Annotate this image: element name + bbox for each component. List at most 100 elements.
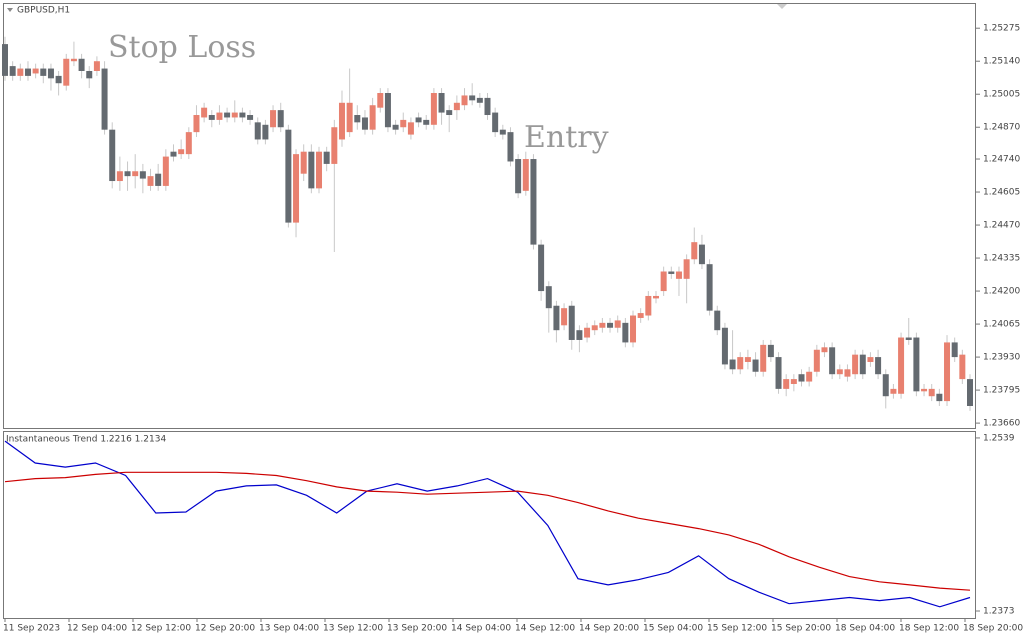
candle-body <box>760 344 767 372</box>
x-tick-label: 11 Sep 2023 <box>3 624 60 634</box>
candle-body <box>63 58 70 86</box>
candle-body <box>936 393 943 402</box>
candle-body <box>254 122 261 140</box>
candle-body <box>721 327 728 365</box>
x-tick-label: 15 Sep 04:00 <box>643 624 703 634</box>
candle-body <box>369 105 376 130</box>
candle-body <box>285 129 292 223</box>
candle-body <box>706 264 713 311</box>
candle-body <box>775 357 782 389</box>
candle-body <box>24 68 31 76</box>
candle-body <box>561 308 568 326</box>
candle-body <box>430 93 437 125</box>
candle-body <box>55 75 62 84</box>
candle-body <box>270 110 277 128</box>
candle-body <box>790 379 797 384</box>
y-tick-label: 1.25005 <box>983 90 1020 100</box>
candle-body <box>599 322 606 328</box>
menu-arrow[interactable] <box>7 8 13 12</box>
candle-body <box>446 110 453 116</box>
candle-body <box>844 369 851 377</box>
candle-body <box>78 58 85 71</box>
candle-body <box>338 102 345 140</box>
candle-body <box>652 295 659 299</box>
candle-body <box>522 159 529 191</box>
candle-body <box>921 388 928 392</box>
candle-body <box>767 344 774 358</box>
annotation: Stop Loss <box>108 30 256 65</box>
candle-body <box>231 112 238 118</box>
y-tick-label: 1.2539 <box>983 433 1015 443</box>
y-tick-label: 1.24605 <box>983 188 1020 198</box>
candle-body <box>591 325 598 331</box>
x-tick-label: 12 Sep 20:00 <box>195 624 255 634</box>
candle-body <box>944 342 951 402</box>
candle-body <box>109 129 116 182</box>
candle-body <box>675 271 682 279</box>
indicator-line <box>4 440 971 608</box>
candle-body <box>300 151 307 174</box>
candle-body <box>691 242 698 260</box>
candle-body <box>859 354 866 375</box>
candle-body <box>607 322 614 328</box>
x-tick-label: 13 Sep 12:00 <box>323 624 383 634</box>
candle-body <box>668 271 675 274</box>
candle-body <box>637 313 644 318</box>
candle-body <box>32 68 39 74</box>
candle-body <box>132 171 139 177</box>
y-tick-label: 1.24065 <box>983 320 1020 330</box>
x-tick-label: 15 Sep 12:00 <box>707 624 767 634</box>
candle-body <box>277 110 284 128</box>
price-panel <box>3 3 976 429</box>
candle-body <box>905 337 912 340</box>
y-tick-label: 1.24335 <box>983 254 1020 264</box>
candle-body <box>47 68 54 79</box>
x-tick-label: 14 Sep 04:00 <box>451 624 511 634</box>
candle-body <box>323 151 330 164</box>
candle-body <box>147 176 154 186</box>
candle-body <box>553 305 560 331</box>
candle-body <box>913 337 920 392</box>
candle-body <box>852 354 859 375</box>
candle-body <box>308 151 315 189</box>
candle-body <box>568 305 575 340</box>
y-tick-label: 1.25275 <box>983 24 1020 34</box>
candle-body <box>752 359 759 372</box>
indicator-panel <box>3 431 976 619</box>
candle-body <box>867 357 874 362</box>
candle-body <box>898 337 905 394</box>
candle-body <box>178 149 185 155</box>
candle-body <box>93 61 100 71</box>
candle-body <box>660 271 667 292</box>
candle-body <box>584 327 591 338</box>
annotation: Entry <box>524 120 609 155</box>
x-tick-label: 18 Sep 04:00 <box>835 624 895 634</box>
indicator-title: Instantaneous Trend 1.2216 1.2134 <box>6 435 166 445</box>
candle-body <box>714 310 721 331</box>
candle-body <box>683 259 690 279</box>
candle-body <box>139 171 146 179</box>
candle-body <box>70 58 77 62</box>
candle-body <box>507 132 514 162</box>
candle-body <box>124 171 131 177</box>
candle-body <box>116 171 123 182</box>
y-tick-label: 1.2373 <box>983 607 1015 617</box>
candle-body <box>262 124 269 140</box>
candle-body <box>515 159 522 194</box>
candle-body <box>476 97 483 103</box>
candle-body <box>630 315 637 343</box>
candle-body <box>361 117 368 130</box>
candle-body <box>967 379 973 406</box>
x-tick-label: 14 Sep 12:00 <box>515 624 575 634</box>
candle-body <box>729 359 736 370</box>
candle-body <box>622 322 629 343</box>
candle-body <box>499 129 506 135</box>
candle-body <box>346 102 353 133</box>
candle-body <box>239 112 246 118</box>
candle-body <box>40 68 47 76</box>
candle-body <box>959 354 966 380</box>
candle-body <box>890 388 897 394</box>
candle-body <box>2 44 8 76</box>
candle-body <box>423 119 430 125</box>
